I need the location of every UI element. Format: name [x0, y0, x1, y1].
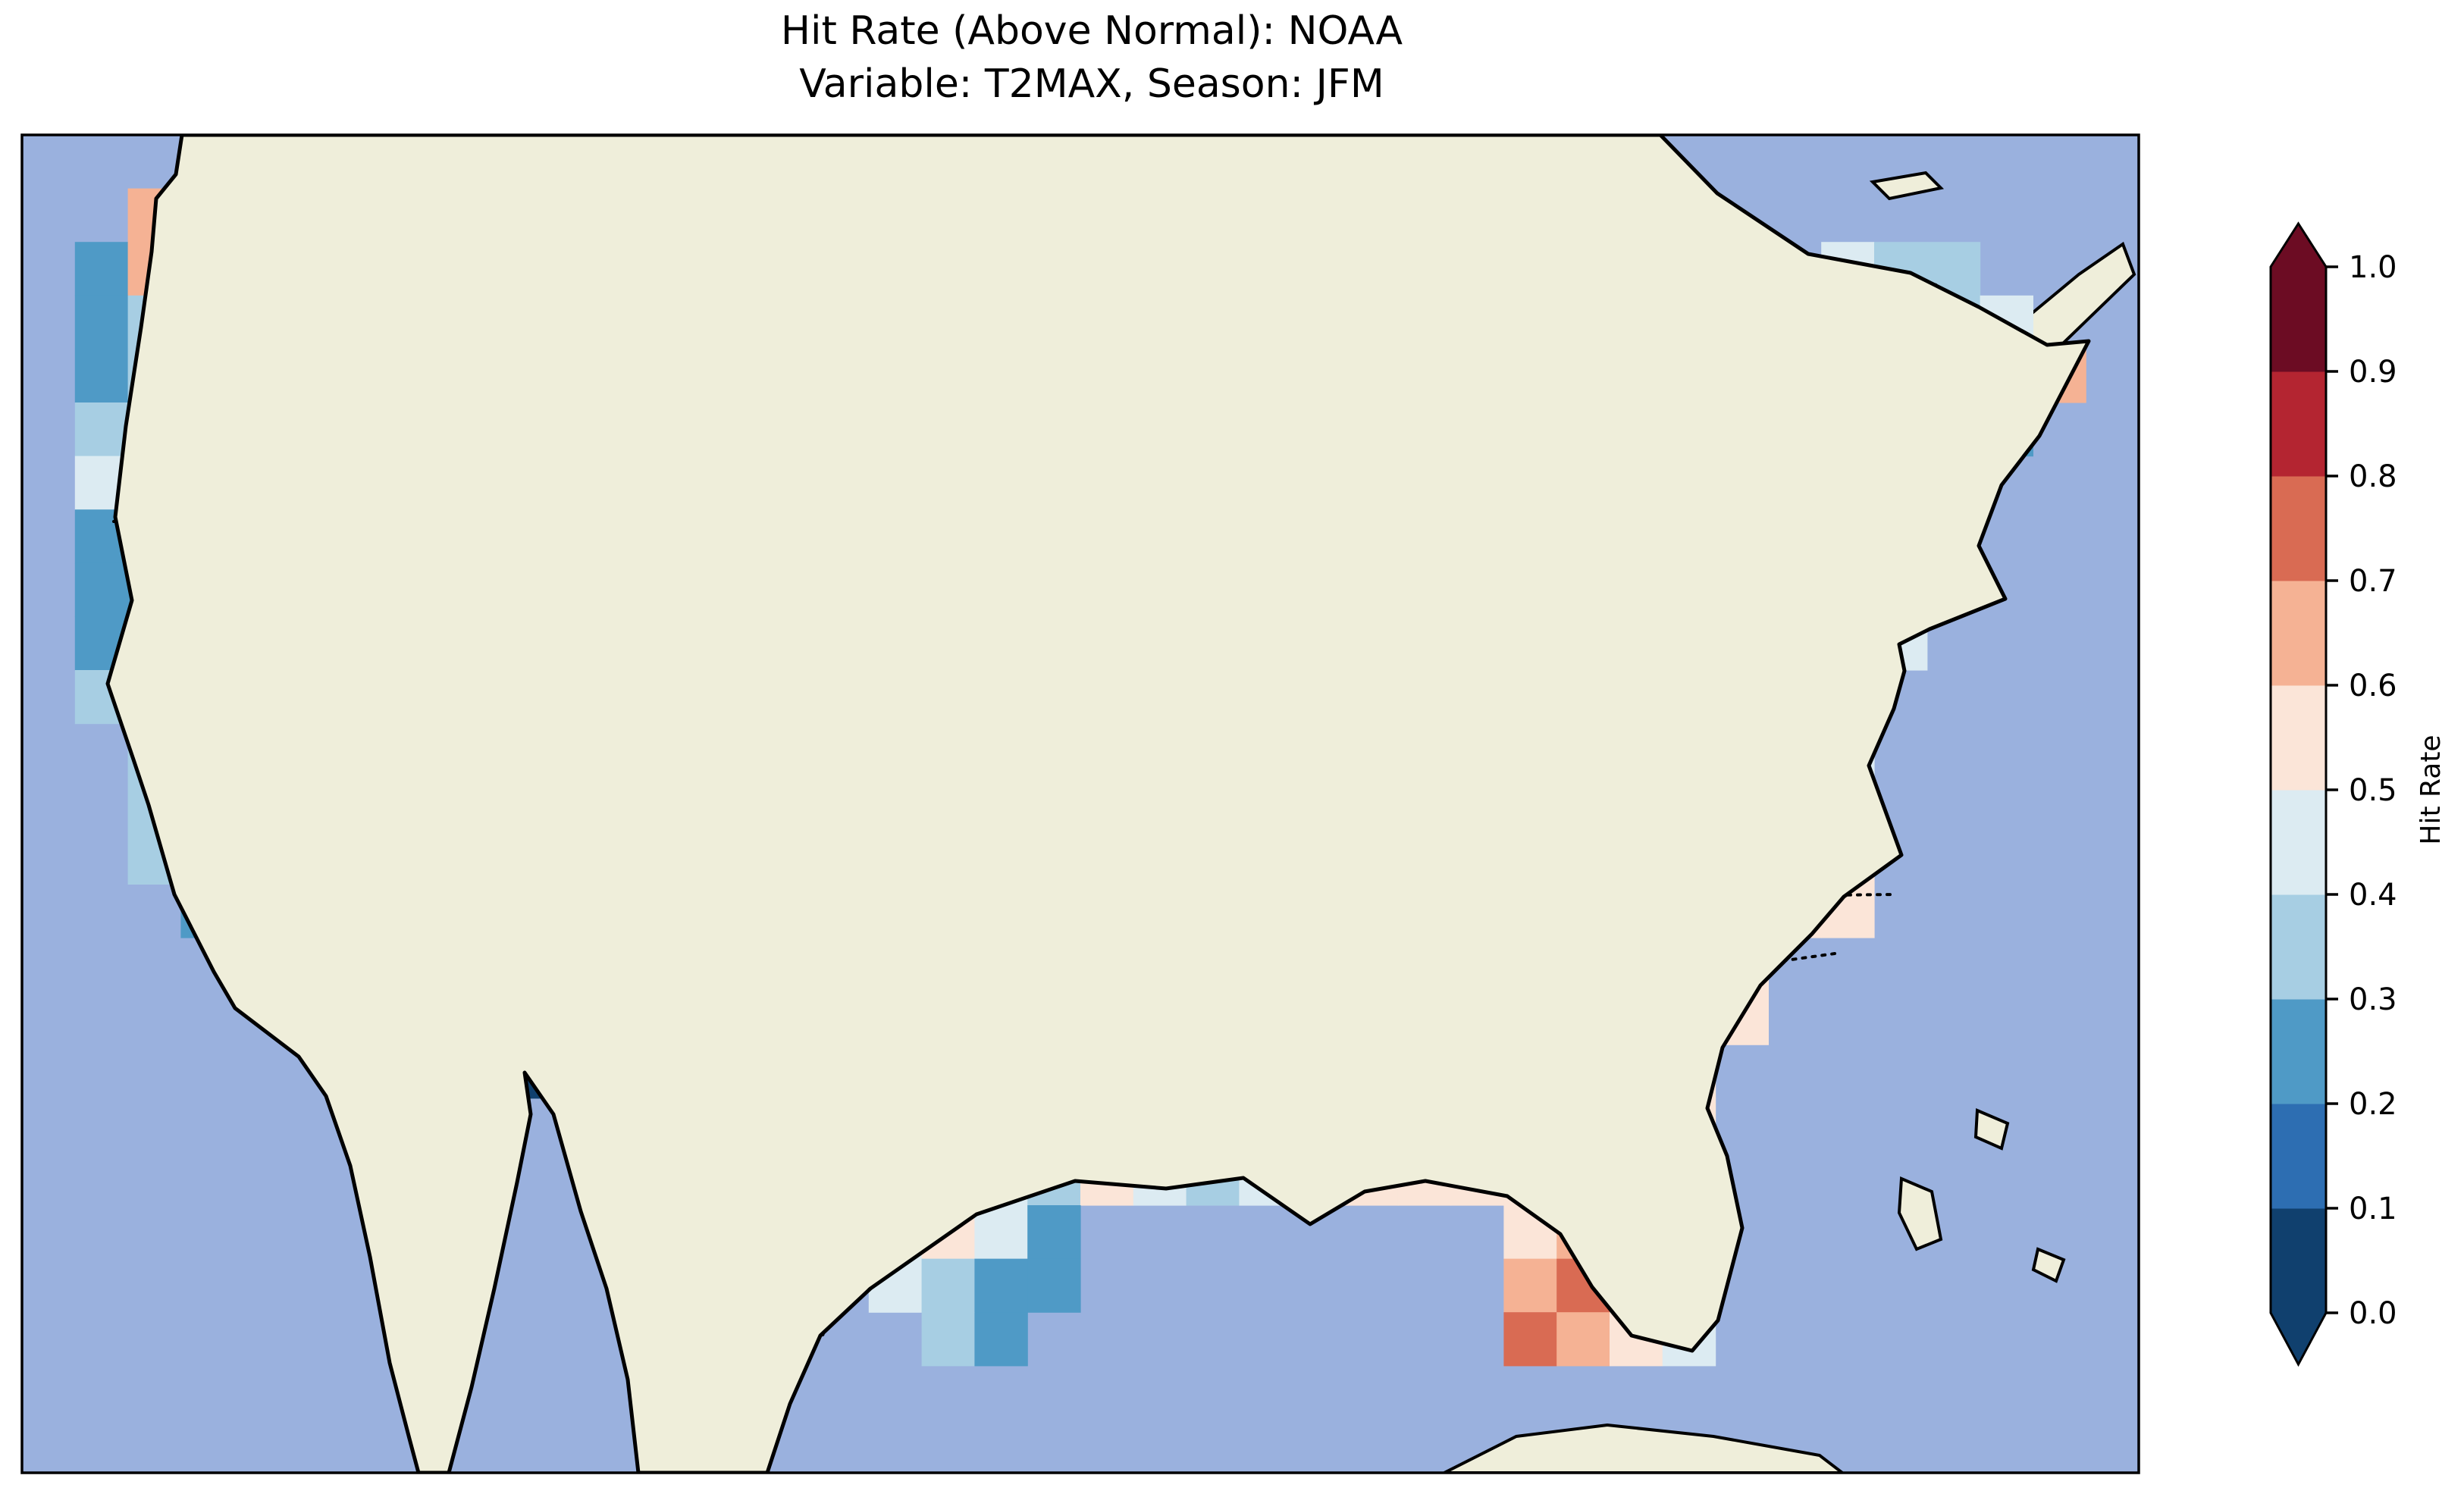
colorbar-segment — [2271, 999, 2326, 1104]
colorbar-extend-over — [2271, 224, 2326, 267]
colorbar-tick-label: 0.7 — [2349, 564, 2397, 599]
colorbar-segment — [2271, 894, 2326, 1000]
colorbar-tick-label: 1.0 — [2349, 250, 2397, 285]
colorbar-tick-label: 0.0 — [2349, 1296, 2397, 1331]
heatmap-cell — [74, 242, 129, 296]
heatmap-cell — [974, 1205, 1028, 1260]
heatmap-cell — [1027, 1205, 1081, 1260]
figure-title-line-2: Variable: T2MAX, Season: JFM — [799, 61, 1384, 107]
colorbar-tick-label: 0.2 — [2349, 1087, 2397, 1122]
colorbar-segment — [2271, 267, 2326, 372]
colorbar-tick-label: 0.6 — [2349, 669, 2397, 703]
colorbar-axis-label: Hit Rate — [2415, 734, 2447, 844]
colorbar-tick-label: 0.5 — [2349, 773, 2397, 808]
map-panel — [22, 135, 2139, 1473]
colorbar-segment — [2271, 1208, 2326, 1314]
heatmap-cell — [921, 1312, 975, 1367]
cuba-landmass — [1444, 1423, 1845, 1473]
anticosti-island — [1869, 171, 1945, 201]
heatmap-cell — [974, 1258, 1028, 1313]
colorbar-segment — [2271, 581, 2326, 686]
figure-title-line-1: Hit Rate (Above Normal): NOAA — [781, 8, 1403, 54]
colorbar: 0.0 0.1 0.2 0.3 0.4 0.5 0.6 0.7 0.8 0.9 1.0 — [2269, 221, 2397, 1367]
heatmap-cell — [74, 349, 129, 403]
colorbar-tick-label: 0.3 — [2349, 982, 2397, 1017]
heatmap-cell — [74, 562, 129, 617]
colorbar-segment — [2271, 790, 2326, 895]
colorbar-tick-label: 0.1 — [2349, 1192, 2397, 1226]
colorbar-extend-under — [2271, 1313, 2326, 1364]
heatmap-cell — [74, 402, 129, 457]
colorbar-segment — [2271, 685, 2326, 791]
heatmap-cell — [74, 295, 129, 349]
colorbar-tick-label: 0.9 — [2349, 355, 2397, 390]
colorbar-segment — [2271, 1104, 2326, 1209]
colorbar-tick-label: 0.4 — [2349, 878, 2397, 913]
heatmap-cell — [1503, 1258, 1557, 1313]
colorbar-segment — [2271, 371, 2326, 477]
heatmap-cell — [974, 1312, 1028, 1367]
bahamas-island — [1897, 1176, 1943, 1251]
bahamas-island — [2031, 1247, 2066, 1283]
heatmap-cell — [1556, 1312, 1610, 1367]
heatmap-cell — [921, 1258, 975, 1313]
bahamas-island — [1973, 1108, 2010, 1151]
heatmap-cell — [1027, 1258, 1081, 1313]
heatmap-cell — [1503, 1312, 1557, 1367]
colorbar-segment — [2271, 476, 2326, 581]
colorbar-tick-label: 0.8 — [2349, 459, 2397, 494]
map-frame — [20, 133, 2140, 1474]
